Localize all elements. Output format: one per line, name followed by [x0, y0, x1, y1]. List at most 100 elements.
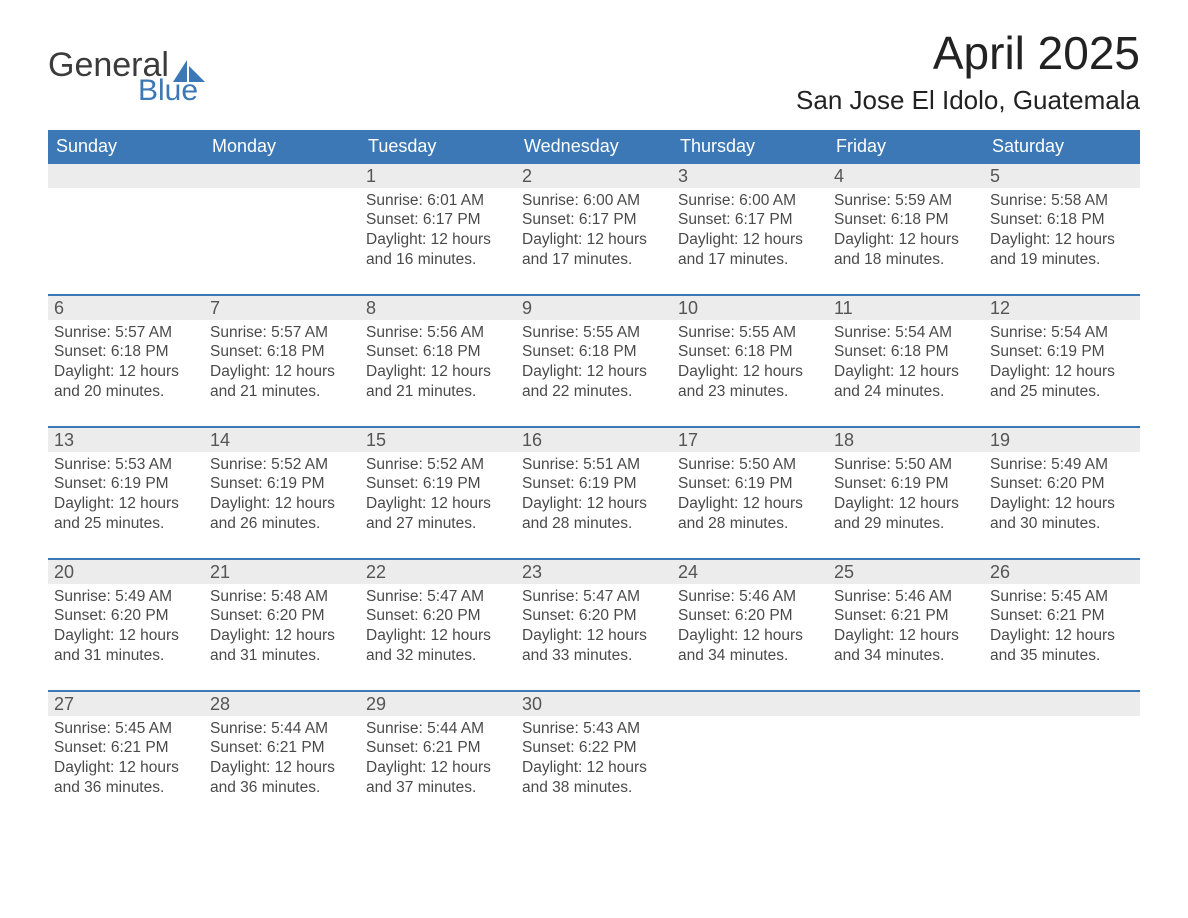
daylight-line: Daylight: 12 hours and 29 minutes.	[834, 494, 978, 534]
sunrise-line: Sunrise: 5:59 AM	[834, 191, 978, 211]
dow-cell: Tuesday	[360, 130, 516, 164]
day-details: Sunrise: 5:55 AMSunset: 6:18 PMDaylight:…	[678, 323, 822, 402]
day-details: Sunrise: 5:50 AMSunset: 6:19 PMDaylight:…	[678, 455, 822, 534]
sunset-line: Sunset: 6:21 PM	[990, 606, 1134, 626]
day-number: 7	[204, 296, 360, 320]
calendar-day: 15Sunrise: 5:52 AMSunset: 6:19 PMDayligh…	[360, 428, 516, 554]
day-details: Sunrise: 5:49 AMSunset: 6:20 PMDaylight:…	[54, 587, 198, 666]
calendar-day: 10Sunrise: 5:55 AMSunset: 6:18 PMDayligh…	[672, 296, 828, 422]
day-number: 1	[360, 164, 516, 188]
sunrise-line: Sunrise: 5:52 AM	[210, 455, 354, 475]
calendar-day: 8Sunrise: 5:56 AMSunset: 6:18 PMDaylight…	[360, 296, 516, 422]
sunset-line: Sunset: 6:18 PM	[210, 342, 354, 362]
calendar-day: 22Sunrise: 5:47 AMSunset: 6:20 PMDayligh…	[360, 560, 516, 686]
sunset-line: Sunset: 6:21 PM	[834, 606, 978, 626]
day-number	[828, 692, 984, 716]
day-details: Sunrise: 5:44 AMSunset: 6:21 PMDaylight:…	[366, 719, 510, 798]
calendar-week: 6Sunrise: 5:57 AMSunset: 6:18 PMDaylight…	[48, 296, 1140, 422]
calendar-day: 2 Sunrise: 6:00 AMSunset: 6:17 PMDaylight…	[516, 164, 672, 290]
sunset-line: Sunset: 6:21 PM	[210, 738, 354, 758]
dow-cell: Saturday	[984, 130, 1140, 164]
dow-cell: Wednesday	[516, 130, 672, 164]
day-number: 21	[204, 560, 360, 584]
sunrise-line: Sunrise: 5:55 AM	[522, 323, 666, 343]
sunset-line: Sunset: 6:18 PM	[366, 342, 510, 362]
sunset-line: Sunset: 6:17 PM	[678, 210, 822, 230]
day-number: 30	[516, 692, 672, 716]
dow-cell: Thursday	[672, 130, 828, 164]
dow-cell: Sunday	[48, 130, 204, 164]
day-number: 23	[516, 560, 672, 584]
sunset-line: Sunset: 6:17 PM	[522, 210, 666, 230]
calendar-day	[204, 164, 360, 290]
day-details: Sunrise: 5:56 AMSunset: 6:18 PMDaylight:…	[366, 323, 510, 402]
day-number: 24	[672, 560, 828, 584]
day-number: 25	[828, 560, 984, 584]
daylight-line: Daylight: 12 hours and 32 minutes.	[366, 626, 510, 666]
daylight-line: Daylight: 12 hours and 20 minutes.	[54, 362, 198, 402]
sunrise-line: Sunrise: 6:00 AM	[522, 191, 666, 211]
calendar-day: 17Sunrise: 5:50 AMSunset: 6:19 PMDayligh…	[672, 428, 828, 554]
daylight-line: Daylight: 12 hours and 25 minutes.	[990, 362, 1134, 402]
day-details: Sunrise: 6:00 AMSunset: 6:17 PMDaylight:…	[522, 191, 666, 270]
daylight-line: Daylight: 12 hours and 31 minutes.	[54, 626, 198, 666]
sunset-line: Sunset: 6:20 PM	[210, 606, 354, 626]
calendar-day: 27Sunrise: 5:45 AMSunset: 6:21 PMDayligh…	[48, 692, 204, 818]
sunset-line: Sunset: 6:19 PM	[522, 474, 666, 494]
calendar-week: 27Sunrise: 5:45 AMSunset: 6:21 PMDayligh…	[48, 692, 1140, 818]
brand-logo: General Blue	[48, 28, 205, 106]
daylight-line: Daylight: 12 hours and 21 minutes.	[210, 362, 354, 402]
calendar-day: 14Sunrise: 5:52 AMSunset: 6:19 PMDayligh…	[204, 428, 360, 554]
sunrise-line: Sunrise: 5:49 AM	[54, 587, 198, 607]
day-number: 29	[360, 692, 516, 716]
sunrise-line: Sunrise: 5:52 AM	[366, 455, 510, 475]
calendar-week: 1Sunrise: 6:01 AMSunset: 6:17 PMDaylight…	[48, 164, 1140, 290]
day-number: 2	[516, 164, 672, 188]
sunset-line: Sunset: 6:20 PM	[366, 606, 510, 626]
day-number: 4	[828, 164, 984, 188]
day-details: Sunrise: 6:00 AMSunset: 6:17 PMDaylight:…	[678, 191, 822, 270]
sunrise-line: Sunrise: 5:56 AM	[366, 323, 510, 343]
day-details: Sunrise: 5:48 AMSunset: 6:20 PMDaylight:…	[210, 587, 354, 666]
sunset-line: Sunset: 6:22 PM	[522, 738, 666, 758]
sunset-line: Sunset: 6:19 PM	[678, 474, 822, 494]
sunset-line: Sunset: 6:18 PM	[522, 342, 666, 362]
day-details: Sunrise: 5:50 AMSunset: 6:19 PMDaylight:…	[834, 455, 978, 534]
day-number	[984, 692, 1140, 716]
daylight-line: Daylight: 12 hours and 22 minutes.	[522, 362, 666, 402]
daylight-line: Daylight: 12 hours and 37 minutes.	[366, 758, 510, 798]
calendar-day: 11Sunrise: 5:54 AMSunset: 6:18 PMDayligh…	[828, 296, 984, 422]
header: General Blue April 2025 San Jose El Idol…	[48, 28, 1140, 116]
daylight-line: Daylight: 12 hours and 19 minutes.	[990, 230, 1134, 270]
sunrise-line: Sunrise: 5:45 AM	[54, 719, 198, 739]
daylight-line: Daylight: 12 hours and 21 minutes.	[366, 362, 510, 402]
sunrise-line: Sunrise: 5:57 AM	[54, 323, 198, 343]
day-details: Sunrise: 5:51 AMSunset: 6:19 PMDaylight:…	[522, 455, 666, 534]
calendar-day: 26Sunrise: 5:45 AMSunset: 6:21 PMDayligh…	[984, 560, 1140, 686]
sunrise-line: Sunrise: 5:49 AM	[990, 455, 1134, 475]
sunset-line: Sunset: 6:18 PM	[990, 210, 1134, 230]
sunrise-line: Sunrise: 5:55 AM	[678, 323, 822, 343]
day-number: 15	[360, 428, 516, 452]
day-details: Sunrise: 5:57 AMSunset: 6:18 PMDaylight:…	[54, 323, 198, 402]
calendar-day: 4Sunrise: 5:59 AMSunset: 6:18 PMDaylight…	[828, 164, 984, 290]
day-number: 18	[828, 428, 984, 452]
sunset-line: Sunset: 6:20 PM	[522, 606, 666, 626]
day-number: 20	[48, 560, 204, 584]
day-details: Sunrise: 5:53 AMSunset: 6:19 PMDaylight:…	[54, 455, 198, 534]
calendar-week: 20Sunrise: 5:49 AMSunset: 6:20 PMDayligh…	[48, 560, 1140, 686]
day-details: Sunrise: 5:58 AMSunset: 6:18 PMDaylight:…	[990, 191, 1134, 270]
calendar-day	[828, 692, 984, 818]
sunset-line: Sunset: 6:19 PM	[990, 342, 1134, 362]
calendar-day: 9Sunrise: 5:55 AMSunset: 6:18 PMDaylight…	[516, 296, 672, 422]
calendar-day: 3Sunrise: 6:00 AMSunset: 6:17 PMDaylight…	[672, 164, 828, 290]
daylight-line: Daylight: 12 hours and 17 minutes.	[522, 230, 666, 270]
daylight-line: Daylight: 12 hours and 16 minutes.	[366, 230, 510, 270]
daylight-line: Daylight: 12 hours and 36 minutes.	[210, 758, 354, 798]
daylight-line: Daylight: 12 hours and 36 minutes.	[54, 758, 198, 798]
calendar-day	[672, 692, 828, 818]
calendar-day: 16Sunrise: 5:51 AMSunset: 6:19 PMDayligh…	[516, 428, 672, 554]
sunrise-line: Sunrise: 5:44 AM	[366, 719, 510, 739]
day-details: Sunrise: 5:57 AMSunset: 6:18 PMDaylight:…	[210, 323, 354, 402]
calendar-day: 21 Sunrise: 5:48 AMSunset: 6:20 PMDayligh…	[204, 560, 360, 686]
